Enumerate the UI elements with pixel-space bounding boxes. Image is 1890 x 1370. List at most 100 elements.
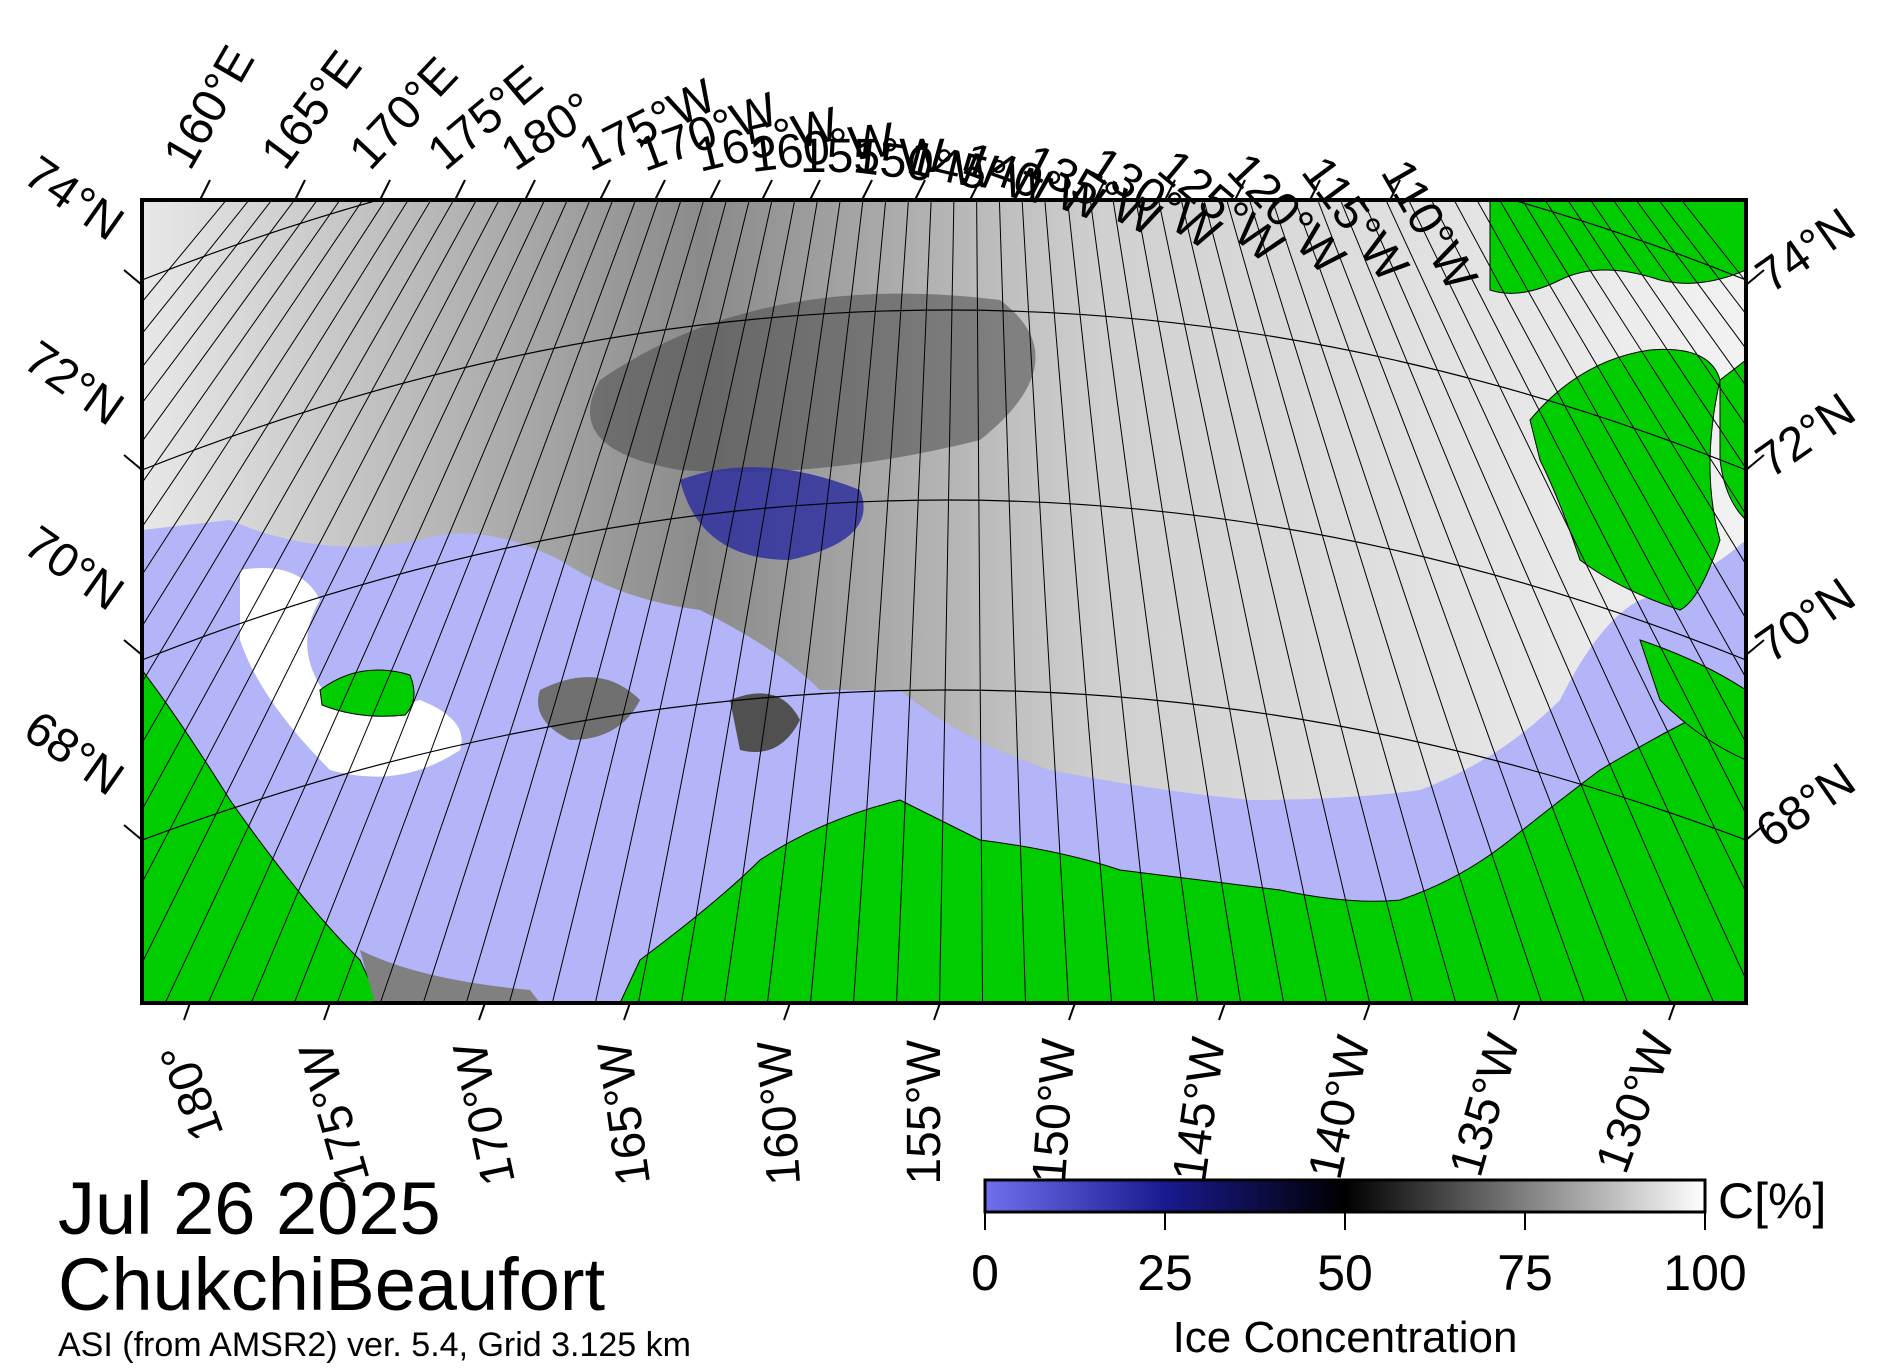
- meridian-line: [142, 200, 432, 684]
- meridian-line: [1021, 200, 1070, 1003]
- land-alaska: [619, 699, 1746, 1003]
- meridian-line: [1294, 200, 1586, 1003]
- meridian-line: [142, 200, 273, 369]
- frame-tick: [1218, 1002, 1226, 1021]
- left-lat-label: 74°N: [15, 146, 133, 251]
- meridian-line: [998, 200, 1027, 1003]
- frame-tick: [783, 1002, 791, 1021]
- left-lat-label: 70°N: [15, 516, 133, 621]
- frame-tick: [1745, 454, 1765, 471]
- meridian-line: [508, 200, 728, 1003]
- region-label: ChukchiBeaufort: [58, 1243, 606, 1326]
- meridian-line: [766, 200, 864, 1003]
- meridian-line: [142, 200, 227, 303]
- frame-tick: [1668, 1002, 1676, 1021]
- meridian-line: [142, 200, 477, 811]
- meridian-line: [1385, 200, 1746, 981]
- land-banks-island: [1529, 348, 1721, 611]
- frame-tick: [1745, 639, 1765, 656]
- bottom-longitude-labels: 180° 175°W 170°W 165°W 160°W 155°W 150°W 145°W 1…: [151, 1025, 1686, 1191]
- frame-tick: [809, 179, 821, 201]
- low-concentration-ice: [590, 293, 1036, 472]
- frame-tick: [623, 1002, 631, 1021]
- left-latitude-labels: 74°N 72°N 70°N 68°N: [15, 146, 133, 806]
- meridian-line: [1362, 200, 1715, 1003]
- meridian-line: [1544, 200, 1746, 516]
- bottom-lon-label: 160°W: [748, 1039, 811, 1188]
- meridian-line: [336, 200, 637, 1003]
- land-chukotka: [142, 669, 381, 1003]
- frame-tick: [478, 1002, 486, 1021]
- meridian-line: [1089, 200, 1199, 1003]
- bottom-lon-label: 150°W: [1023, 1036, 1086, 1185]
- meridian-line: [1408, 200, 1746, 894]
- meridian-line: [207, 200, 568, 1003]
- meridian-line: [379, 200, 659, 1003]
- bottom-lon-label: 165°W: [588, 1038, 661, 1189]
- meridian-line: [142, 200, 455, 745]
- meridian-line: [1226, 200, 1457, 1003]
- frame-tick: [294, 179, 306, 201]
- meridian-line: [1135, 200, 1285, 1003]
- frame-tick: [969, 179, 981, 201]
- meridian-line: [142, 200, 250, 335]
- bottom-lon-label: 145°W: [1163, 1033, 1236, 1184]
- frame-tick: [323, 1002, 331, 1021]
- bottom-lon-label: 170°W: [444, 1037, 526, 1190]
- product-label: ASI (from AMSR2) ver. 5.4, Grid 3.125 km: [58, 1326, 691, 1364]
- meridian-line: [142, 200, 409, 628]
- meridian-line: [1430, 200, 1746, 815]
- colorbar-title: Ice Concentration: [1173, 1313, 1518, 1362]
- meridian-line: [1248, 200, 1500, 1003]
- left-lat-label: 68°N: [15, 701, 133, 806]
- meridian-line: [1680, 200, 1746, 283]
- meridian-line: [1158, 200, 1328, 1003]
- meridian-line: [1521, 200, 1746, 566]
- colorbar-tick-label: 50: [1317, 1245, 1373, 1301]
- meridian-line: [1476, 200, 1746, 679]
- colorbar-tick-label: 25: [1137, 1245, 1193, 1301]
- bottom-lon-label: 155°W: [898, 1039, 951, 1184]
- meridian-line: [1271, 200, 1543, 1003]
- colorbar: [983, 1178, 1707, 1214]
- meridian-line: [1067, 200, 1156, 1003]
- meridian-line: [1317, 200, 1629, 1003]
- meridian-line: [1498, 200, 1746, 620]
- frame-tick: [933, 1002, 941, 1021]
- frame-tick: [654, 179, 666, 201]
- frame-tick: [123, 639, 143, 656]
- colorbar-ticks: 0 25 50 75 100: [971, 1212, 1747, 1301]
- meridian-line: [142, 200, 318, 443]
- frame-tick: [761, 179, 773, 201]
- bottom-lon-label: 135°W: [1440, 1028, 1531, 1182]
- latitude-lines: [142, 200, 1746, 841]
- frame-tick: [709, 179, 721, 201]
- meridian-line: [293, 200, 614, 1003]
- frame-tick: [1309, 179, 1321, 201]
- top-lon-label: 155°W: [800, 130, 945, 183]
- meridian-line: [939, 200, 955, 1003]
- colorbar-tick-label: 100: [1663, 1245, 1746, 1301]
- frame-tick: [1094, 179, 1106, 201]
- meridian-line: [465, 200, 705, 1003]
- frame-tick: [861, 179, 873, 201]
- meridian-line: [142, 200, 341, 484]
- meridian-line: [1635, 200, 1746, 350]
- frame-ticks: [123, 179, 1765, 1021]
- meridian-line: [1589, 200, 1746, 427]
- meridian-line: [422, 200, 682, 1003]
- meridian-line: [723, 200, 841, 1003]
- land-mackenzie-delta: [1639, 639, 1746, 761]
- meridian-line: [637, 200, 796, 1003]
- right-lat-label: 70°N: [1747, 568, 1865, 673]
- colorbar-tick-label: 75: [1497, 1245, 1553, 1301]
- meridian-line: [142, 200, 296, 405]
- frame-tick: [199, 179, 211, 201]
- very-low-concentration-ice: [680, 467, 864, 560]
- meridian-line: [1567, 200, 1746, 470]
- left-lat-label: 72°N: [15, 331, 133, 436]
- meridian-line: [1612, 200, 1746, 387]
- frame-tick: [123, 824, 143, 841]
- frame-tick: [1745, 824, 1765, 841]
